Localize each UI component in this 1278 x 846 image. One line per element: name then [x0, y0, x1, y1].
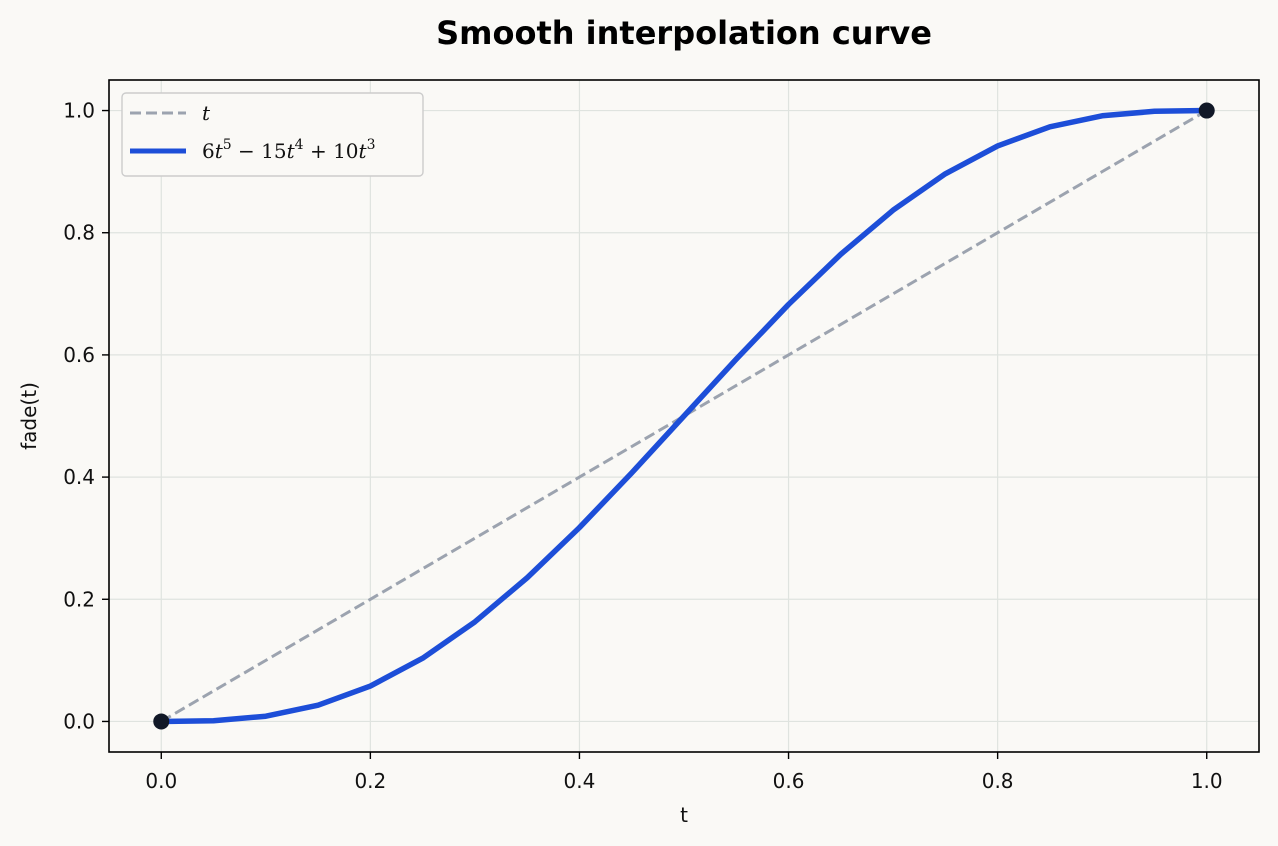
series-layer	[158, 107, 1210, 725]
endpoint-marker	[1198, 102, 1215, 119]
y-tick-label: 1.0	[63, 99, 95, 123]
legend-label-fade: 6t5 − 15t4 + 10t3	[202, 137, 375, 163]
y-tick-label: 0.0	[63, 709, 95, 733]
x-tick-label: 1.0	[1191, 769, 1223, 793]
chart-title: Smooth interpolation curve	[436, 14, 932, 52]
marker-layer	[153, 102, 1215, 730]
x-axis-label: t	[680, 803, 688, 827]
series-line-fade	[158, 107, 1210, 725]
x-tick-label: 0.4	[564, 769, 596, 793]
legend-box	[121, 92, 424, 177]
y-axis-label: fade(t)	[17, 382, 41, 450]
x-axis: 0.0 0.2 0.4 0.6 0.8 1.0	[145, 752, 1223, 793]
x-tick-label: 0.2	[354, 769, 386, 793]
y-tick-label: 0.8	[63, 221, 95, 245]
y-tick-label: 0.6	[63, 343, 95, 367]
x-tick-label: 0.0	[145, 769, 177, 793]
legend-label-t: t	[202, 101, 211, 125]
x-tick-label: 0.8	[982, 769, 1014, 793]
y-axis: 0.0 0.2 0.4 0.6 0.8 1.0	[63, 99, 109, 733]
y-tick-label: 0.4	[63, 465, 95, 489]
endpoint-marker	[153, 713, 170, 730]
x-tick-label: 0.6	[773, 769, 805, 793]
grid	[109, 80, 1259, 752]
legend: t 6t5 − 15t4 + 10t3	[121, 92, 424, 177]
series-line-t	[160, 109, 1208, 723]
y-tick-label: 0.2	[63, 587, 95, 611]
plot-frame	[108, 79, 1260, 753]
